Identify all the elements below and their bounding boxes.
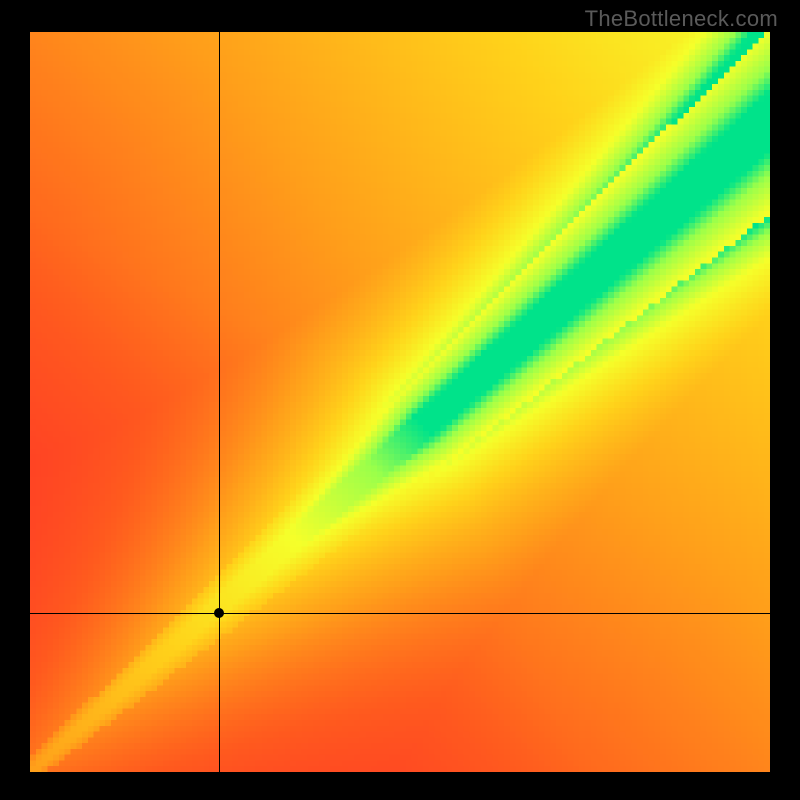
- crosshair-horizontal: [30, 613, 770, 614]
- watermark-text: TheBottleneck.com: [585, 6, 778, 32]
- bottleneck-heatmap: [30, 32, 770, 772]
- crosshair-vertical: [219, 32, 220, 772]
- marker-dot: [214, 608, 224, 618]
- chart-container: TheBottleneck.com: [0, 0, 800, 800]
